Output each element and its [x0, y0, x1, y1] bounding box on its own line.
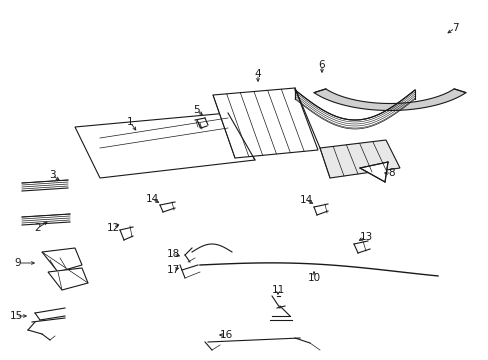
Text: 9: 9: [15, 258, 21, 268]
Text: 3: 3: [49, 170, 55, 180]
Polygon shape: [359, 162, 387, 182]
Text: 14: 14: [299, 195, 312, 205]
Text: 11: 11: [271, 285, 284, 295]
Text: 17: 17: [166, 265, 179, 275]
Text: 12: 12: [106, 223, 120, 233]
Text: 10: 10: [307, 273, 320, 283]
Text: 2: 2: [35, 223, 41, 233]
Polygon shape: [75, 113, 254, 178]
Text: 15: 15: [9, 311, 22, 321]
Text: 13: 13: [359, 232, 372, 242]
Text: 4: 4: [254, 69, 261, 79]
Polygon shape: [313, 89, 465, 111]
Text: 1: 1: [126, 117, 133, 127]
Text: 6: 6: [318, 60, 325, 70]
Text: 14: 14: [145, 194, 158, 204]
Text: 7: 7: [451, 23, 457, 33]
Polygon shape: [213, 88, 317, 158]
Polygon shape: [319, 140, 399, 178]
Polygon shape: [48, 268, 88, 290]
Polygon shape: [42, 248, 82, 272]
Text: 18: 18: [166, 249, 179, 259]
Text: 8: 8: [388, 168, 394, 178]
Text: 16: 16: [219, 330, 232, 340]
Text: 5: 5: [193, 105, 200, 115]
